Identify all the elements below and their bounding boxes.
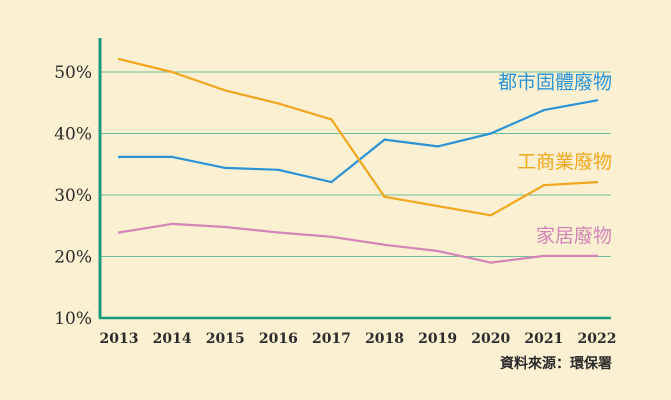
x-tick-label-2015: 2015 — [206, 331, 245, 347]
x-tick-label-2014: 2014 — [153, 331, 192, 347]
series-1-point-2020 — [489, 214, 492, 217]
series-2-point-2017 — [330, 235, 333, 238]
x-tick-labels: 2013 2014 2015 2016 2017 2018 2019 2020 2021 2022 — [100, 331, 617, 347]
series-2-point-2016 — [277, 231, 280, 234]
y-tick-label-50: 50% — [54, 63, 92, 83]
series-2-point-2015 — [224, 225, 227, 229]
x-tick-label-2013: 2013 — [100, 331, 139, 347]
series-1-point-2016 — [277, 102, 280, 105]
source-note: 資料來源：環保署 — [500, 355, 612, 372]
y-tick-label-40: 40% — [54, 125, 92, 145]
series-0-point-2019 — [436, 145, 439, 148]
series-2-point-2020 — [489, 261, 492, 264]
series-lines — [117, 57, 599, 264]
series-line-0 — [117, 99, 599, 184]
series-label-1: 工商業廢物 — [517, 151, 612, 173]
series-1-point-2021 — [542, 184, 545, 187]
series-0-point-2018 — [383, 138, 386, 141]
series-0-point-2022 — [595, 99, 599, 102]
series-2-point-2013 — [117, 231, 121, 234]
axes — [98, 38, 611, 320]
series-0-point-2017 — [330, 180, 333, 184]
series-0-point-2014 — [171, 155, 174, 158]
y-tick-label-10: 10% — [54, 309, 92, 329]
series-1-point-2019 — [436, 204, 439, 208]
series-label-0: 都市固體廢物 — [498, 71, 612, 93]
series-1-point-2015 — [224, 89, 227, 92]
series-1-point-2014 — [171, 70, 174, 74]
x-tick-label-2022: 2022 — [578, 331, 617, 347]
series-1-point-2018 — [383, 195, 386, 198]
series-1-point-2017 — [330, 118, 333, 121]
series-2-point-2018 — [383, 243, 386, 246]
series-0-point-2015 — [224, 166, 227, 170]
series-2-point-2021 — [542, 254, 545, 257]
series-2-point-2014 — [171, 222, 174, 226]
series-1-point-2022 — [595, 180, 599, 184]
series-label-2: 家居廢物 — [536, 225, 612, 247]
x-tick-label-2020: 2020 — [471, 331, 510, 347]
series-2-point-2019 — [436, 249, 439, 253]
series-line-1 — [117, 57, 599, 217]
series-0-point-2016 — [277, 168, 280, 171]
x-tick-label-2017: 2017 — [312, 331, 351, 347]
series-1-point-2013 — [117, 57, 121, 61]
series-0-point-2013 — [117, 155, 121, 158]
series-2-point-2022 — [595, 254, 599, 257]
series-line-2 — [117, 222, 599, 264]
x-tick-label-2021: 2021 — [524, 331, 563, 347]
y-tick-label-20: 20% — [54, 248, 92, 268]
y-tick-labels: 10% 20% 30% 40% 50% — [54, 63, 92, 329]
y-tick-label-30: 30% — [54, 186, 92, 206]
series-0-point-2021 — [542, 109, 545, 112]
x-tick-label-2018: 2018 — [365, 331, 404, 347]
x-tick-label-2016: 2016 — [259, 331, 298, 347]
series-0-point-2020 — [489, 132, 492, 135]
x-tick-label-2019: 2019 — [418, 331, 457, 347]
